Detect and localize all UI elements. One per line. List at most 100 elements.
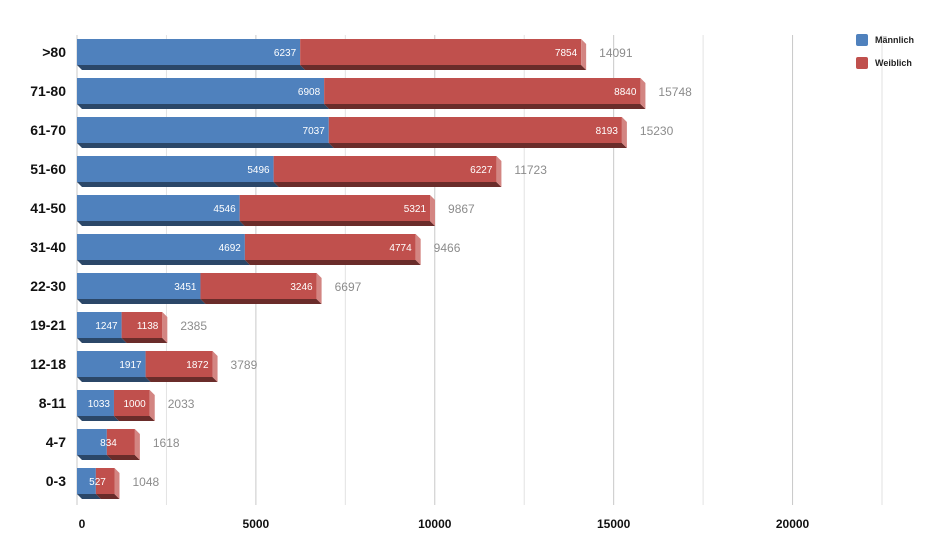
value-label-male: 1033: [88, 399, 111, 410]
bar-segment-male[interactable]: [77, 429, 112, 460]
category-label: 22-30: [30, 278, 66, 294]
value-label-female: 8193: [596, 126, 619, 137]
bar-segment-male-face: [77, 195, 240, 221]
bar-segment-male[interactable]: [77, 312, 127, 343]
bar-segment-male-face: [77, 468, 96, 494]
bar-segment-female-side: [212, 351, 218, 382]
value-label-female: 6227: [470, 165, 493, 176]
value-label-male: 1917: [119, 360, 142, 371]
legend-swatch-female: [856, 56, 868, 69]
value-label-male: 4546: [213, 204, 236, 215]
bar-segment-female[interactable]: [244, 234, 421, 265]
bar-segment-female[interactable]: [300, 39, 587, 70]
bar-segment-female[interactable]: [328, 117, 627, 148]
category-label: 19-21: [30, 317, 66, 333]
bar-segment-male-face: [77, 351, 146, 377]
bar-segment-male-depth: [77, 338, 127, 343]
bar-segment-female-depth: [200, 299, 322, 304]
bar-segment-female-depth: [324, 104, 646, 109]
legend-label-female: Weiblich: [875, 57, 912, 68]
legend-item-male[interactable]: Männlich: [856, 28, 914, 51]
bar-segment-female[interactable]: [106, 429, 140, 460]
bar-segment-female-depth: [244, 260, 421, 265]
bar-segment-female[interactable]: [324, 78, 646, 109]
bar-segment-male-depth: [77, 377, 151, 382]
bar-segment-male-face: [77, 390, 114, 416]
bar-segment-male[interactable]: [77, 390, 119, 421]
bar-segment-female[interactable]: [95, 468, 120, 499]
bar-segment-male[interactable]: [77, 78, 330, 109]
bar-segment-male[interactable]: [77, 273, 206, 304]
x-tick-label: 0: [79, 517, 86, 531]
value-label-male: 4692: [219, 243, 242, 254]
bar-segment-male[interactable]: [77, 156, 279, 187]
bar-segment-female-face: [239, 195, 431, 221]
bar-segment-female-depth: [145, 377, 218, 382]
bar-segment-male-face: [77, 234, 245, 260]
category-label: 41-50: [30, 200, 66, 216]
bar-segment-female-depth: [95, 494, 120, 499]
bar-segment-female-side: [415, 234, 421, 265]
bar-segment-male[interactable]: [77, 195, 245, 226]
x-tick-label: 20000: [776, 517, 810, 531]
bar-segment-female-depth: [121, 338, 168, 343]
category-label: 31-40: [30, 239, 66, 255]
bar-segment-female-depth: [106, 455, 140, 460]
value-label-female: 1872: [186, 360, 209, 371]
total-label: 9466: [434, 241, 461, 255]
bar-segment-male-depth: [77, 65, 306, 70]
category-label: 0-3: [46, 473, 66, 489]
legend-swatch-male: [856, 33, 868, 46]
value-label-male: 6237: [274, 48, 297, 59]
legend-item-female[interactable]: Weiblich: [856, 51, 914, 74]
bar-segment-female-side: [316, 273, 322, 304]
value-label-female: 1000: [123, 399, 146, 410]
x-tick-label: 15000: [597, 517, 631, 531]
bar-segment-female[interactable]: [145, 351, 218, 382]
bar-segment-female-face: [324, 78, 641, 104]
bar-segment-male[interactable]: [77, 117, 334, 148]
bar-segment-female-depth: [273, 182, 502, 187]
value-label-female: 784: [148, 438, 165, 449]
category-label: >80: [42, 44, 66, 60]
value-label-male: 5496: [247, 165, 270, 176]
bar-segment-female-side: [162, 312, 168, 343]
bar-segment-female-side: [496, 156, 502, 187]
bar-segment-male-face: [77, 429, 107, 455]
total-label: 15230: [640, 124, 674, 138]
total-label: 2033: [168, 397, 195, 411]
bar-segment-male-depth: [77, 416, 119, 421]
gridlines: [76, 35, 883, 505]
bar-segment-male-depth: [77, 182, 279, 187]
bar-segment-male[interactable]: [77, 351, 151, 382]
total-label: 1048: [132, 475, 159, 489]
bar-segment-female-depth: [113, 416, 155, 421]
bar-segment-female-side: [149, 390, 155, 421]
legend: Männlich Weiblich: [856, 28, 914, 74]
bar-segment-male[interactable]: [77, 468, 101, 499]
value-label-male: 3451: [174, 282, 197, 293]
legend-label-male: Männlich: [875, 34, 915, 45]
bar-segment-female-face: [113, 390, 150, 416]
bar-segment-female[interactable]: [273, 156, 502, 187]
category-label: 71-80: [30, 83, 66, 99]
labels: 0 5000 10000 15000 20000 >80 6237 7854 14091 71-8…: [30, 44, 809, 531]
bar-segment-female-face: [121, 312, 163, 338]
bar-segment-male-depth: [77, 104, 330, 109]
bar-segment-female[interactable]: [121, 312, 168, 343]
total-label: 11723: [514, 163, 547, 177]
bar-segment-male[interactable]: [77, 234, 250, 265]
bar-segment-male[interactable]: [77, 39, 306, 70]
bar-segment-female[interactable]: [200, 273, 322, 304]
value-label-female: 8840: [614, 87, 637, 98]
bar-segment-female-depth: [300, 65, 587, 70]
value-label-female: 3246: [290, 282, 313, 293]
total-label: 1618: [153, 436, 180, 450]
bar-segment-female-face: [106, 429, 135, 455]
bar-segment-female[interactable]: [239, 195, 436, 226]
x-tick-label: 5000: [243, 517, 270, 531]
x-tick-label: 10000: [418, 517, 452, 531]
total-label: 3789: [231, 358, 258, 372]
bar-segment-female[interactable]: [113, 390, 155, 421]
bar-segment-male-face: [77, 312, 122, 338]
